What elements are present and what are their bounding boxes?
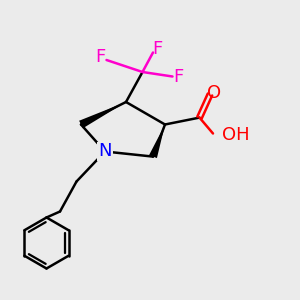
Polygon shape: [149, 124, 165, 158]
Polygon shape: [79, 102, 126, 128]
Text: N: N: [98, 142, 112, 160]
Text: F: F: [95, 48, 106, 66]
Text: OH: OH: [222, 126, 250, 144]
Text: O: O: [207, 84, 222, 102]
Text: F: F: [152, 40, 163, 58]
Text: F: F: [173, 68, 183, 85]
